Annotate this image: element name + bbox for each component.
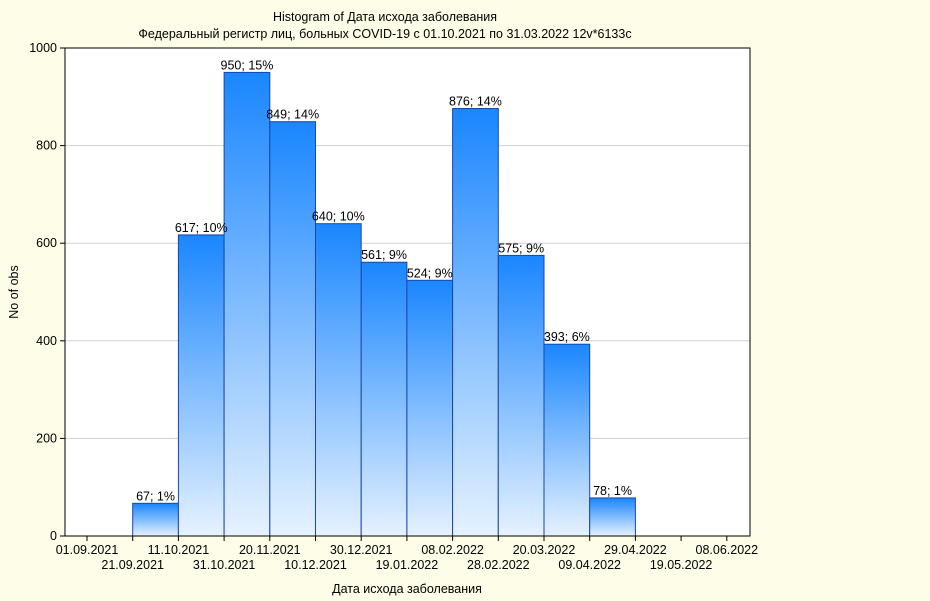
bar-value-label: 524; 9% [407, 266, 453, 280]
x-tick-label: 10.12.2021 [284, 558, 347, 572]
chart-title: Histogram of Дата исхода заболевания [273, 10, 497, 24]
bar-labels: 67; 1% 617; 10% 950; 15% 849; 14% 640; 10% 56… [136, 58, 632, 503]
bar [132, 502, 179, 537]
bar [177, 234, 225, 537]
y-tick-label: 800 [36, 139, 57, 153]
x-tick-label: 20.03.2022 [513, 543, 576, 557]
y-tick-label: 200 [36, 431, 57, 445]
bar-value-label: 78; 1% [593, 484, 632, 498]
bar-value-label: 849; 14% [266, 108, 319, 122]
bar-value-label: 617; 10% [175, 221, 228, 235]
bar [543, 343, 591, 537]
bar [360, 261, 408, 537]
bar-value-label: 950; 15% [221, 58, 274, 72]
x-tick-label: 08.02.2022 [421, 543, 484, 557]
x-tick-label: 08.06.2022 [696, 543, 759, 557]
x-tick-label: 29.04.2022 [604, 543, 667, 557]
y-tick-label: 400 [36, 334, 57, 348]
x-tick-label: 19.05.2022 [650, 558, 713, 572]
bar-value-label: 67; 1% [136, 489, 175, 503]
bar [589, 497, 636, 537]
bar [406, 279, 454, 537]
x-axis: 01.09.202121.09.202111.10.202131.10.2021… [56, 536, 758, 572]
x-tick-label: 30.12.2021 [330, 543, 393, 557]
y-axis: 0 200 400 600 800 1000 [29, 41, 65, 543]
bar [315, 223, 362, 537]
bar-value-label: 876; 14% [449, 95, 502, 109]
chart-subtitle: Федеральный регистр лиц, больных COVID-1… [138, 27, 631, 41]
bars [132, 71, 636, 537]
x-tick-label: 11.10.2021 [148, 543, 210, 557]
y-tick-label: 0 [50, 529, 57, 543]
y-axis-label: No of obs [7, 265, 21, 319]
x-axis-label: Дата исхода заболевания [332, 582, 482, 596]
x-tick-label: 09.04.2022 [558, 558, 621, 572]
x-tick-label: 28.02.2022 [467, 558, 530, 572]
x-tick-label: 21.09.2021 [101, 558, 164, 572]
bar [223, 71, 271, 537]
y-tick-label: 600 [36, 236, 57, 250]
bar [452, 108, 499, 537]
x-tick-label: 31.10.2021 [193, 558, 256, 572]
bar [497, 254, 545, 537]
bar-value-label: 575; 9% [498, 241, 544, 255]
bar-value-label: 561; 9% [361, 248, 407, 262]
plot-frame [64, 47, 751, 537]
x-tick-label: 20.11.2021 [239, 543, 301, 557]
bar [269, 121, 316, 537]
x-tick-label: 19.01.2022 [376, 558, 439, 572]
bar-value-label: 393; 6% [544, 330, 590, 344]
y-tick-label: 1000 [29, 41, 57, 55]
bar-value-label: 640; 10% [312, 210, 365, 224]
x-tick-label: 01.09.2021 [56, 543, 119, 557]
